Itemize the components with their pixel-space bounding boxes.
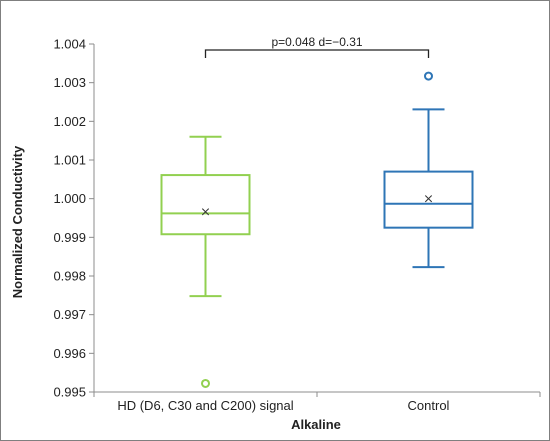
y-axis: 0.995 0.996 0.997 0.998 0.999 1.000 1.001 1.002… <box>53 37 95 400</box>
y-tick-label: 1.003 <box>53 75 86 90</box>
box-series <box>160 71 474 388</box>
y-tick-label: 1.002 <box>53 114 86 129</box>
x-tick-label: Control <box>408 398 450 413</box>
x-axis-title: Alkaline <box>291 417 341 432</box>
y-tick-label: 0.998 <box>53 269 86 284</box>
y-tick-label: 1.001 <box>53 153 86 168</box>
y-tick-label: 0.997 <box>53 307 86 322</box>
mean-marker <box>424 195 433 203</box>
box-control <box>383 71 474 269</box>
y-tick-label: 1.004 <box>53 37 86 52</box>
y-tick-label: 1.000 <box>53 191 86 206</box>
box-hd-signal <box>160 135 251 388</box>
y-tick-label: 0.996 <box>53 346 86 361</box>
y-tick-label: 0.995 <box>53 385 86 400</box>
mean-marker <box>201 208 210 216</box>
outlier-point <box>424 71 433 81</box>
x-tick-label: HD (D6, C30 and C200) signal <box>117 398 293 413</box>
significance-bracket <box>204 49 430 58</box>
bracket-line <box>204 49 430 58</box>
y-tick-label: 0.999 <box>53 230 86 245</box>
interquartile-box <box>383 170 474 229</box>
outlier-point <box>201 378 210 388</box>
significance-annotation: p=0.048 d=−0.31 <box>271 35 362 49</box>
y-axis-title: Normalized Conductivity <box>10 145 25 298</box>
x-axis: HD (D6, C30 and C200) signal Control <box>93 391 541 413</box>
interquartile-box <box>160 174 251 236</box>
